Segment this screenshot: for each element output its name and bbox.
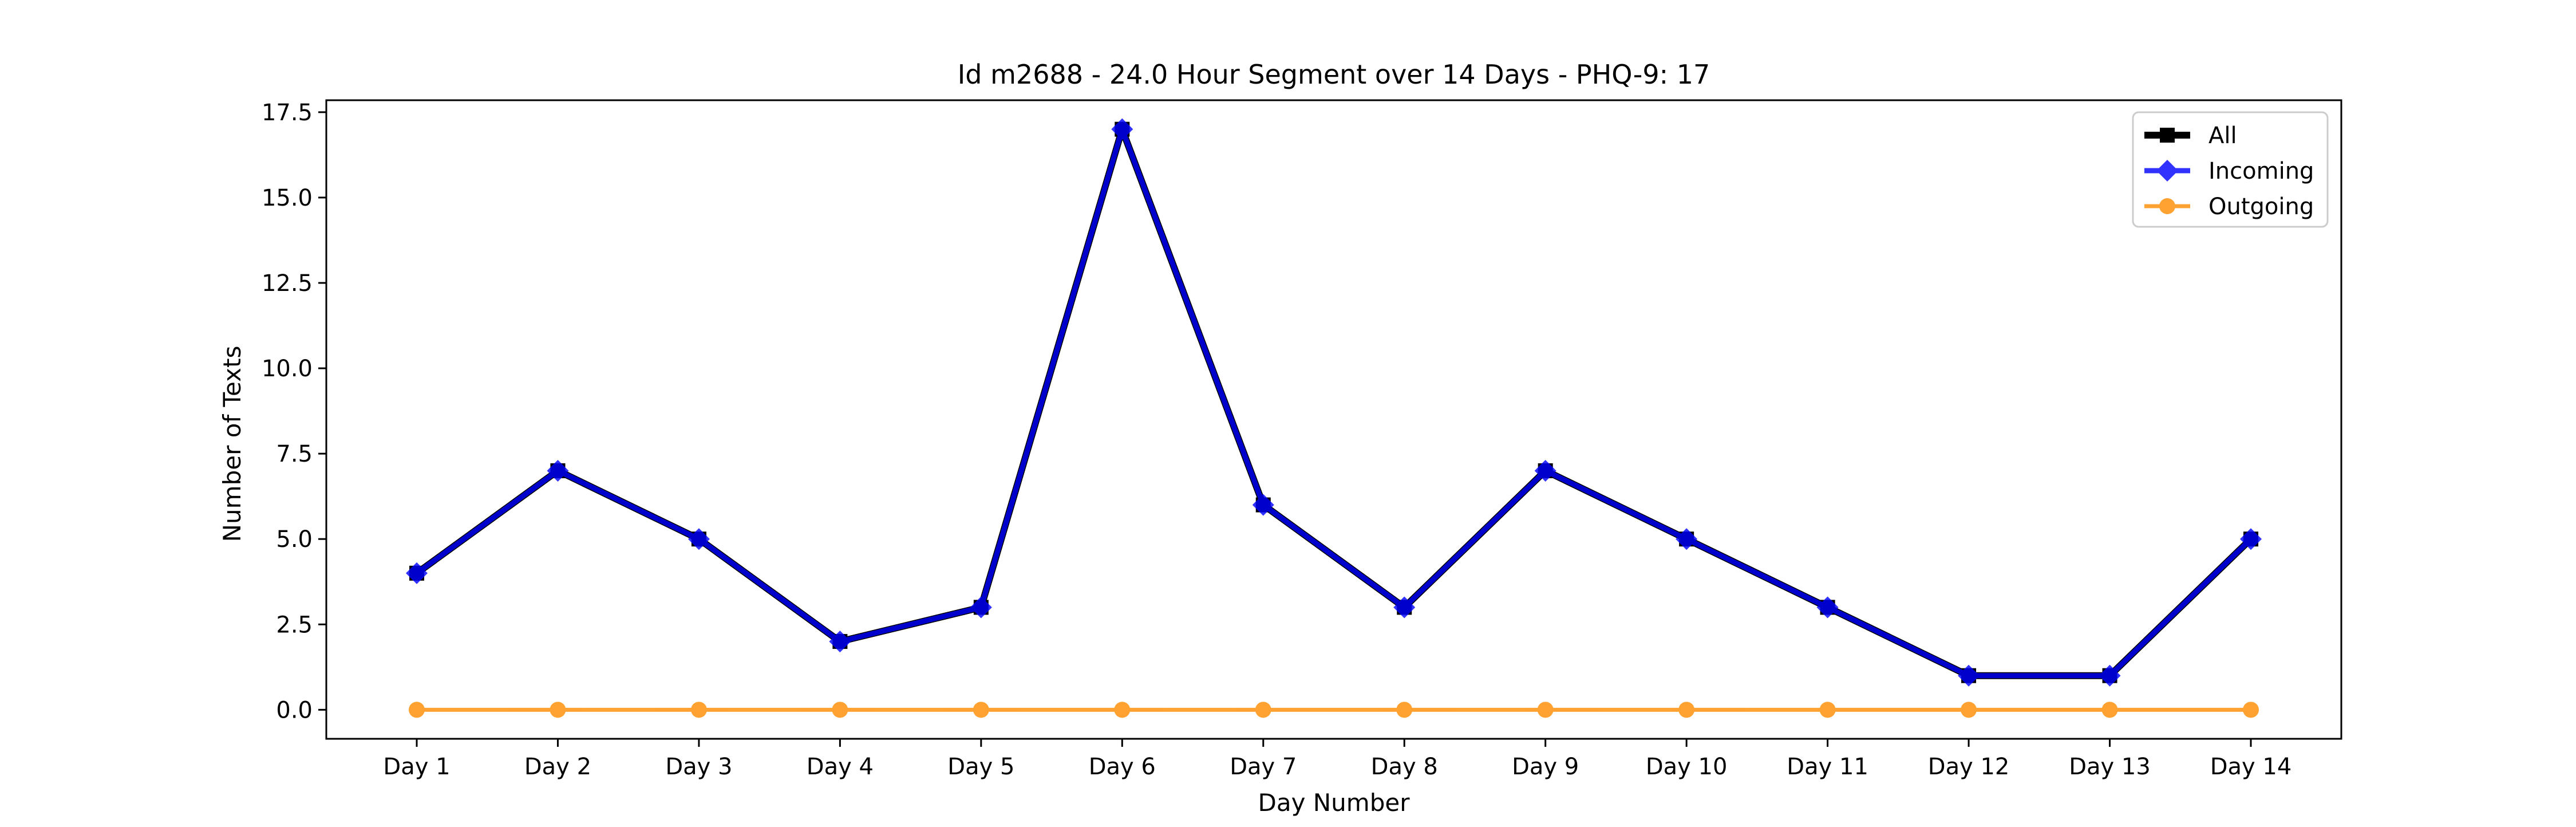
data-point-incoming [1676, 528, 1698, 550]
x-tick-label: Day 3 [665, 754, 732, 780]
y-tick-label: 0.0 [276, 697, 313, 723]
series-line-incoming [414, 127, 2254, 679]
x-tick-label: Day 6 [1089, 754, 1156, 780]
x-tick-label: Day 5 [947, 754, 1014, 780]
x-axis-label: Day Number [1258, 789, 1410, 817]
legend-label-outgoing: Outgoing [2208, 194, 2314, 220]
plot-area [406, 118, 2262, 718]
series-line-all [413, 125, 2254, 679]
data-point-incoming [1252, 494, 1274, 516]
series-incoming [406, 118, 2262, 687]
legend-marker-all [2160, 128, 2175, 143]
data-point-incoming [829, 631, 851, 653]
data-point-incoming [2099, 664, 2121, 687]
data-point-outgoing [690, 702, 707, 718]
x-tick-label: Day 2 [524, 754, 591, 780]
y-tick-label: 10.0 [262, 356, 313, 382]
y-tick-label: 12.5 [262, 270, 313, 297]
data-point-incoming [2240, 528, 2262, 550]
legend-marker-outgoing [2159, 198, 2175, 214]
x-tick-label: Day 1 [383, 754, 450, 780]
y-tick-label: 7.5 [276, 441, 313, 467]
y-tick-label: 15.0 [262, 185, 313, 211]
data-point-outgoing [1396, 702, 1413, 718]
y-tick-label: 17.5 [262, 100, 313, 126]
x-tick-label: Day 4 [807, 754, 874, 780]
legend-label-incoming: Incoming [2208, 158, 2314, 184]
legend-item-outgoing [2144, 198, 2190, 214]
data-point-incoming [547, 459, 569, 482]
chart-title: Id m2688 - 24.0 Hour Segment over 14 Day… [958, 59, 1710, 90]
data-point-incoming [1816, 596, 1839, 619]
y-tick-label: 5.0 [276, 526, 313, 553]
data-point-outgoing [1114, 702, 1131, 718]
legend-box [2132, 111, 2329, 228]
data-point-incoming [1534, 459, 1556, 482]
data-point-outgoing [832, 702, 848, 718]
y-axis-label: Number of Texts [218, 346, 246, 542]
data-point-outgoing [1255, 702, 1271, 718]
legend-marker-incoming [2156, 160, 2178, 182]
data-point-incoming [688, 528, 710, 550]
data-point-outgoing [1537, 702, 1554, 718]
data-point-incoming [1393, 596, 1416, 619]
data-point-incoming [406, 562, 428, 584]
data-point-outgoing [2243, 702, 2259, 718]
x-tick-label: Day 11 [1787, 754, 1868, 780]
data-point-incoming [1111, 118, 1133, 140]
legend-item-all [2144, 128, 2190, 143]
x-tick-label: Day 14 [2210, 754, 2292, 780]
plot-frame [325, 99, 2342, 740]
series-outgoing [409, 702, 2259, 718]
data-point-incoming [970, 596, 992, 619]
data-point-outgoing [1678, 702, 1695, 718]
data-point-outgoing [1961, 702, 1977, 718]
legend: All Incoming Outgoing [2132, 111, 2329, 228]
x-tick-label: Day 9 [1512, 754, 1579, 780]
x-tick-label: Day 12 [1928, 754, 2010, 780]
legend-item-incoming [2144, 160, 2190, 182]
x-tick-label: Day 13 [2069, 754, 2151, 780]
data-point-outgoing [1819, 702, 1836, 718]
data-point-outgoing [2101, 702, 2118, 718]
y-tick-label: 2.5 [276, 612, 313, 638]
axes: Day 1 Day 2 Day 3 Day 4 Day 5 Day 6 Day 7 Day 8… [262, 99, 2342, 780]
series-all [409, 121, 2258, 683]
data-point-outgoing [409, 702, 425, 718]
data-point-outgoing [550, 702, 566, 718]
x-tick-label: Day 8 [1371, 754, 1438, 780]
x-tick-label: Day 7 [1230, 754, 1297, 780]
legend-label-all: All [2208, 123, 2237, 149]
data-point-incoming [1958, 664, 1980, 687]
x-tick-label: Day 10 [1646, 754, 1728, 780]
data-point-outgoing [973, 702, 989, 718]
